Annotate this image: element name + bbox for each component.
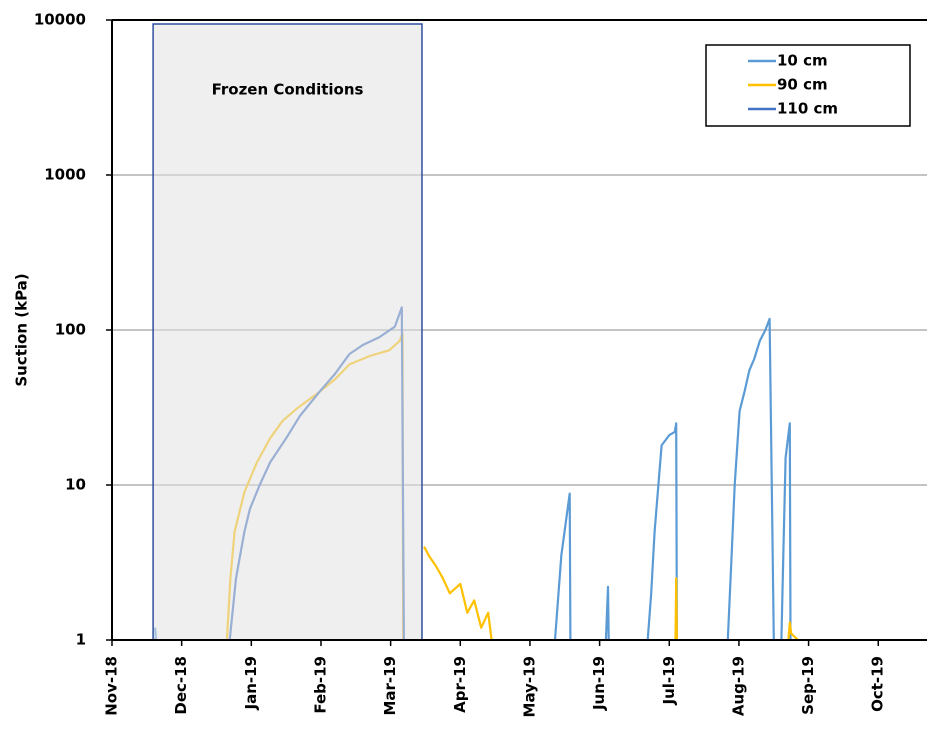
x-tick-label: Nov-18	[103, 656, 121, 716]
x-tick-label: Jul-19	[660, 656, 678, 706]
y-tick-label: 1000	[44, 166, 86, 184]
x-tick-label: Apr-19	[451, 656, 469, 713]
annotation: Frozen Conditions	[212, 81, 364, 99]
legend-label: 110 cm	[777, 100, 838, 118]
y-tick-label: 100	[55, 321, 86, 339]
x-tick-label: May-19	[520, 656, 538, 717]
x-tick-label: Feb-19	[311, 656, 329, 714]
legend-box	[705, 44, 911, 127]
y-axis-label: Suction (kPa)	[13, 273, 31, 386]
y-tick-label: 1	[76, 631, 86, 649]
legend-label: 90 cm	[777, 76, 828, 94]
x-tick-label: Aug-19	[729, 656, 747, 716]
x-tick-label: Oct-19	[869, 656, 887, 712]
x-tick-label: Dec-18	[172, 656, 190, 715]
frozen-period-box	[152, 23, 423, 641]
x-tick-label: Jan-19	[242, 656, 260, 710]
legend-label: 10 cm	[777, 52, 828, 70]
x-tick-label: Jun-19	[590, 656, 608, 711]
x-tick-label: Sep-19	[799, 656, 817, 715]
y-tick-label: 10	[65, 476, 86, 494]
y-tick-label: 10000	[34, 11, 86, 29]
x-tick-label: Mar-19	[381, 656, 399, 716]
